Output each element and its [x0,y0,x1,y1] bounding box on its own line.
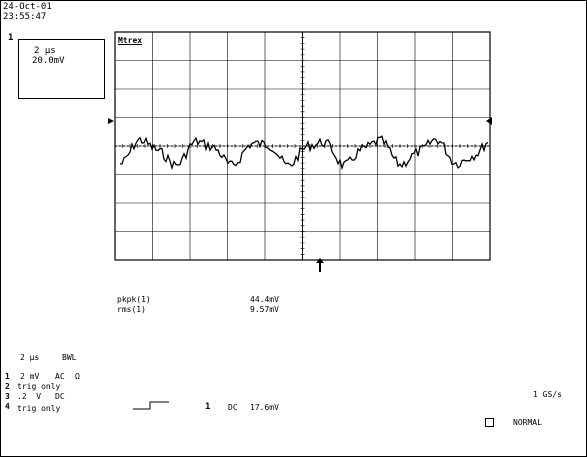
trace-label: Mtrex [117,36,144,46]
trigger-position-arrow [316,258,324,272]
ch1-coupling: AC [55,372,65,381]
measurement-label-pkpk: pkpk(1) [117,295,151,304]
trigger-coupling: DC [228,403,238,412]
ch1-scale: 2 mV [20,372,40,381]
measurement-value-pkpk: 44.4mV [250,295,279,304]
channel-marker-2: 2 [5,382,10,391]
channel-marker-3: 3 [5,392,10,401]
ch2-trig-label: trig only [17,382,61,391]
channel-marker-4: 4 [5,402,10,411]
legend-amplitude: 20.0mV [32,56,65,66]
measurement-value-rms: 9.57mV [250,305,279,314]
ch3-scale: .2 V [17,392,42,401]
date-label: 24-Oct-01 [3,2,52,12]
normal-mode-checkbox[interactable] [485,418,494,427]
legend-channel-marker: 1 [8,33,14,43]
sample-rate: 1 GS/s [533,390,562,399]
bandwidth-limit-label: BWL [62,353,77,362]
legend-timebase: 2 µs [34,46,56,56]
trigger-channel: 1 [205,402,211,412]
channel-marker-1: 1 [5,372,10,381]
trigger-level: 17.6mV [250,403,279,412]
channel-legend-box[interactable] [18,39,105,99]
measurement-label-rms: rms(1) [117,305,146,314]
time-label: 23:55:47 [3,12,47,22]
ch1-suffix: Ω [75,372,80,381]
trigger-edge-symbol [133,401,169,410]
ch3-coupling: DC [55,392,65,401]
bottom-timebase: 2 µs [20,353,40,362]
trigger-level-marker [108,118,114,124]
ground-marker-right [486,117,492,125]
acquisition-mode: NORMAL [513,418,542,427]
ch4-trig-label: trig only [17,404,61,413]
waveform-trace [120,135,489,171]
